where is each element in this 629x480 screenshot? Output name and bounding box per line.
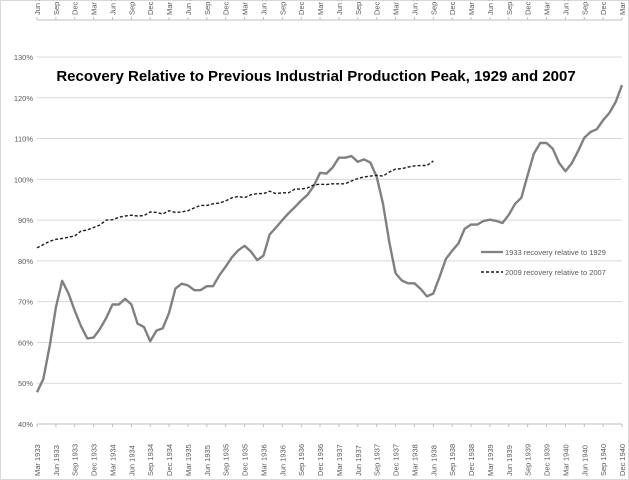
top-x-tick-label: Dec 2011 bbox=[222, 0, 231, 15]
bottom-x-tick-label: Mar 1939 bbox=[486, 444, 495, 476]
bottom-x-tick-label: Sep 1935 bbox=[222, 444, 231, 476]
legend-label-1933: 1933 recovery relative to 1929 bbox=[505, 248, 606, 257]
top-x-tick-label: Mar 2011 bbox=[165, 0, 174, 15]
bottom-x-tick-label: Sep 1937 bbox=[373, 444, 382, 476]
y-tick-label: 70% bbox=[18, 298, 33, 307]
top-x-tick-label: Sep 2015 bbox=[505, 0, 514, 15]
bottom-x-tick-label: Dec 1933 bbox=[90, 444, 99, 476]
bottom-x-tick-label: Dec 1938 bbox=[467, 444, 476, 476]
bottom-x-tick-label: Mar 1938 bbox=[410, 444, 419, 476]
bottom-x-tick-label: Jun 1940 bbox=[580, 445, 589, 476]
bottom-x-tick-label: Sep 1940 bbox=[599, 444, 608, 476]
bottom-x-tick-label: Dec 1936 bbox=[316, 444, 325, 476]
y-tick-label: 60% bbox=[18, 338, 33, 347]
top-x-tick-label: Jun 2009 bbox=[33, 0, 42, 15]
bottom-x-tick-label: Mar 1937 bbox=[335, 444, 344, 476]
top-x-tick-label: Jun 2011 bbox=[184, 0, 193, 15]
y-tick-label: 50% bbox=[18, 379, 33, 388]
bottom-x-tick-label: Dec 1939 bbox=[543, 444, 552, 476]
legend: 1933 recovery relative to 1929 2009 reco… bbox=[481, 248, 606, 277]
bottom-x-tick-label: Dec 1940 bbox=[618, 444, 627, 476]
bottom-x-tick-label: Jun 1939 bbox=[505, 445, 514, 476]
series-1933-line bbox=[35, 84, 624, 393]
top-x-tick-label: Sep 2010 bbox=[127, 0, 136, 15]
gridlines bbox=[37, 56, 622, 425]
bottom-x-tick-label: Sep 1933 bbox=[71, 444, 80, 476]
top-x-tick-label: Sep 2014 bbox=[429, 0, 438, 15]
bottom-x-tick-label: Jun 1935 bbox=[203, 445, 212, 476]
bottom-x-tick-label: Mar 1934 bbox=[108, 444, 117, 476]
top-x-tick-label: Dec 2015 bbox=[524, 0, 533, 15]
top-x-tick-label: Dec 2010 bbox=[146, 0, 155, 15]
bottom-x-tick-label: Sep 1938 bbox=[448, 444, 457, 476]
y-tick-label: 80% bbox=[18, 257, 33, 266]
bottom-x-tick-label: Sep 1939 bbox=[524, 444, 533, 476]
series-2009-line bbox=[36, 160, 434, 249]
bottom-x-tick-label: Dec 1935 bbox=[241, 444, 250, 476]
top-x-tick-label: Mar 2017 bbox=[618, 0, 627, 15]
top-x-tick-label: Dec 2009 bbox=[71, 0, 80, 15]
top-x-tick-label: Sep 2012 bbox=[278, 0, 287, 15]
top-x-tick-label: Mar 2014 bbox=[392, 0, 401, 15]
top-x-axis: Jun 2009 Sep 2009 Dec 2009 Mar 2010 Jun 2010… bbox=[33, 0, 627, 21]
bottom-x-tick-label: Jun 1937 bbox=[354, 445, 363, 476]
bottom-x-tick-label: Jun 1934 bbox=[127, 445, 136, 476]
bottom-x-tick-label: Sep 1936 bbox=[297, 444, 306, 476]
top-x-tick-label: Dec 2014 bbox=[448, 0, 457, 15]
bottom-x-tick-label: Jun 1938 bbox=[429, 445, 438, 476]
top-x-tick-label: Jun 2014 bbox=[410, 0, 419, 15]
top-x-tick-label: Sep 2016 bbox=[580, 0, 589, 15]
top-x-tick-label: Sep 2009 bbox=[52, 0, 61, 15]
chart-title: Recovery Relative to Previous Industrial… bbox=[56, 68, 575, 85]
bottom-x-tick-label: Mar 1933 bbox=[33, 444, 42, 476]
top-x-tick-label: Dec 2012 bbox=[297, 0, 306, 15]
top-x-tick-label: Sep 2013 bbox=[354, 0, 363, 15]
bottom-x-tick-label: Jun 1936 bbox=[278, 445, 287, 476]
bottom-x-tick-label: Jun 1933 bbox=[52, 445, 61, 476]
top-x-tick-label: Jun 2013 bbox=[335, 0, 344, 15]
legend-label-2009: 2009 recovery relative to 2007 bbox=[505, 268, 606, 277]
top-x-tick-label: Jun 2010 bbox=[108, 0, 117, 15]
bottom-x-tick-label: Dec 1934 bbox=[165, 444, 174, 476]
series-lines bbox=[35, 84, 624, 393]
y-tick-label: 130% bbox=[14, 53, 34, 62]
top-x-tick-label: Jun 2016 bbox=[561, 0, 570, 15]
top-x-tick-label: Mar 2016 bbox=[543, 0, 552, 15]
y-tick-label: 90% bbox=[18, 216, 33, 225]
top-x-tick-label: Dec 2016 bbox=[599, 0, 608, 15]
top-x-tick-label: Mar 2010 bbox=[90, 0, 99, 15]
top-x-tick-label: Dec 2013 bbox=[373, 0, 382, 15]
bottom-x-tick-label: Sep 1934 bbox=[146, 444, 155, 476]
y-tick-label: 100% bbox=[14, 175, 34, 184]
y-axis-tick-labels: 40% 50% 60% 70% 80% 90% 100% 110% 120% 130% bbox=[14, 53, 34, 429]
bottom-x-tick-label: Mar 1936 bbox=[259, 444, 268, 476]
bottom-x-tick-label: Mar 1940 bbox=[561, 444, 570, 476]
bottom-x-tick-label: Dec 1937 bbox=[392, 444, 401, 476]
bottom-x-tick-label: Mar 1935 bbox=[184, 444, 193, 476]
y-tick-label: 120% bbox=[14, 94, 34, 103]
y-tick-label: 40% bbox=[18, 420, 33, 429]
top-x-tick-label: Sep 2011 bbox=[203, 0, 212, 15]
top-x-tick-label: Mar 2013 bbox=[316, 0, 325, 15]
top-x-tick-label: Jun 2015 bbox=[486, 0, 495, 15]
y-tick-label: 110% bbox=[14, 135, 33, 144]
bottom-x-axis: Mar 1933 Jun 1933 Sep 1933 Dec 1933 Mar 1934… bbox=[33, 423, 627, 476]
top-x-tick-label: Jun 2012 bbox=[259, 0, 268, 15]
top-x-tick-label: Mar 2015 bbox=[467, 0, 476, 15]
top-x-tick-label: Mar 2012 bbox=[241, 0, 250, 15]
